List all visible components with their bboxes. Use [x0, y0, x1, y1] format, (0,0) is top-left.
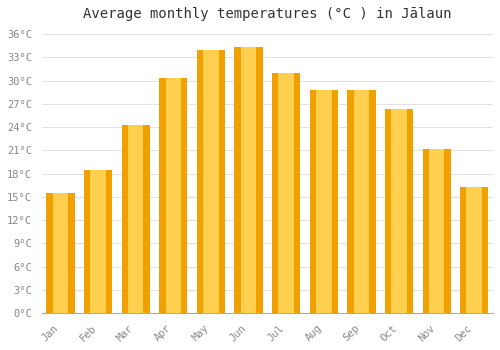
- Bar: [429, 149, 444, 313]
- Bar: [460, 187, 488, 313]
- Bar: [46, 193, 74, 313]
- Bar: [385, 109, 413, 313]
- Bar: [52, 193, 68, 313]
- Bar: [278, 73, 294, 313]
- Bar: [310, 90, 338, 313]
- Bar: [122, 125, 150, 313]
- Bar: [466, 187, 482, 313]
- Bar: [392, 109, 407, 313]
- Bar: [159, 78, 188, 313]
- Bar: [234, 47, 262, 313]
- Bar: [241, 47, 256, 313]
- Bar: [354, 90, 369, 313]
- Bar: [197, 50, 225, 313]
- Bar: [166, 78, 181, 313]
- Bar: [316, 90, 332, 313]
- Title: Average monthly temperatures (°C ) in Jālaun: Average monthly temperatures (°C ) in Jā…: [83, 7, 452, 21]
- Bar: [128, 125, 144, 313]
- Bar: [422, 149, 450, 313]
- Bar: [272, 73, 300, 313]
- Bar: [84, 170, 112, 313]
- Bar: [348, 90, 376, 313]
- Bar: [203, 50, 218, 313]
- Bar: [90, 170, 106, 313]
